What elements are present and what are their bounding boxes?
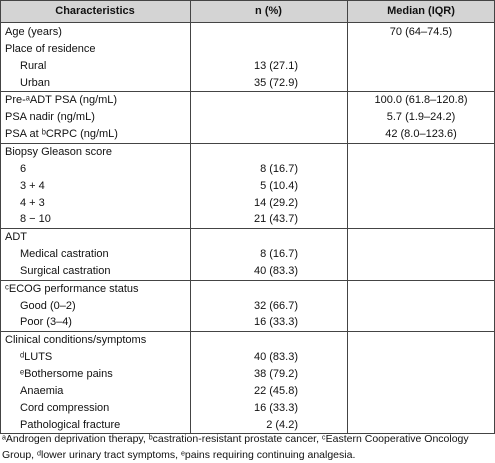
- row-label: Medical castration: [20, 248, 109, 261]
- n-cell: 35 (72.9): [253, 76, 298, 89]
- row-label: Rural: [20, 59, 47, 72]
- row-label: Good (0–2): [20, 299, 76, 312]
- column-header: Median (IQR): [387, 5, 455, 17]
- row-label: Biopsy Gleason score: [5, 145, 112, 158]
- row-label: PSA at ᵇCRPC (ng/mL): [5, 128, 118, 141]
- rule: [0, 433, 495, 434]
- row-label: 6: [20, 162, 27, 175]
- column-rule: [190, 0, 191, 433]
- row-label: PSA nadir (ng/mL): [5, 111, 95, 124]
- row-label: ADT: [5, 231, 27, 244]
- column-rule: [0, 0, 1, 433]
- n-cell: 5 (10.4): [260, 179, 298, 192]
- median-cell: 70 (64–74.5): [389, 26, 453, 38]
- rule: [0, 22, 495, 23]
- row-label: 3 + 4: [20, 179, 45, 192]
- median-cell: 42 (8.0–123.6): [385, 128, 457, 141]
- row-label: 8 − 10: [20, 213, 51, 226]
- n-cell: 14 (29.2): [253, 196, 298, 209]
- n-cell: 8 (16.7): [260, 162, 298, 175]
- n-cell: 21 (43.7): [253, 213, 298, 226]
- column-header: Characteristics: [55, 5, 135, 17]
- median-cell: 5.7 (1.9–24.2): [386, 111, 456, 124]
- rule: [0, 91, 495, 92]
- n-cell: 38 (79.2): [253, 368, 298, 380]
- row-label: ᵈLUTS: [20, 351, 53, 364]
- n-cell: 22 (45.8): [253, 384, 298, 397]
- rule: [0, 228, 495, 229]
- row-label: Urban: [20, 76, 50, 89]
- n-cell: 32 (66.7): [253, 299, 298, 312]
- row-label: Anaemia: [20, 384, 64, 397]
- n-cell: 40 (83.3): [253, 264, 298, 277]
- n-cell: 16 (33.3): [253, 401, 298, 414]
- median-cell: 100.0 (61.8–120.8): [374, 94, 468, 107]
- row-label: Place of residence: [5, 42, 96, 55]
- n-cell: 8 (16.7): [260, 248, 298, 261]
- rule: [0, 331, 495, 332]
- n-cell: 13 (27.1): [253, 59, 298, 72]
- row-label: Age (years): [5, 26, 62, 38]
- n-cell: 16 (33.3): [253, 316, 298, 329]
- row-label: Pathological fracture: [20, 418, 121, 431]
- row-label: ᶜECOG performance status: [5, 282, 139, 295]
- row-label: ᵉBothersome pains: [20, 368, 113, 380]
- row-label: Cord compression: [20, 401, 110, 414]
- row-label: Pre-ᵃADT PSA (ng/mL): [5, 94, 118, 107]
- row-label: 4 + 3: [20, 196, 45, 209]
- row-label: Poor (3–4): [20, 316, 72, 329]
- row-label: Surgical castration: [20, 264, 111, 277]
- footnote: ᵃAndrogen deprivation therapy, ᵇcastrati…: [2, 433, 469, 461]
- rule: [0, 280, 495, 281]
- column-header: n (%): [255, 5, 282, 17]
- column-rule: [347, 0, 348, 433]
- n-cell: 40 (83.3): [253, 351, 298, 364]
- rule: [0, 0, 495, 1]
- header-row: [0, 0, 495, 22]
- rule: [0, 143, 495, 144]
- row-label: Clinical conditions/symptoms: [5, 334, 147, 347]
- n-cell: 2 (4.2): [266, 418, 298, 431]
